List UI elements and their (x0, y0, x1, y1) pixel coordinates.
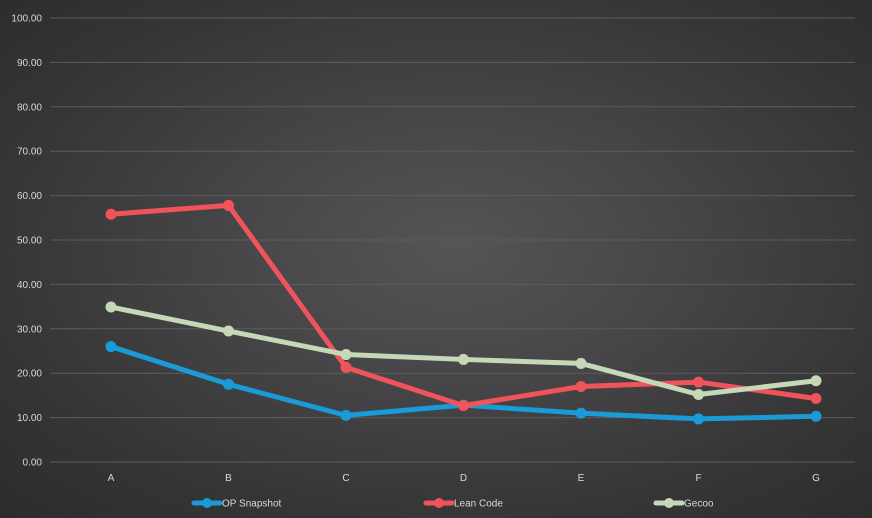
data-point (223, 199, 234, 211)
x-axis-tick-labels: A B C D E F G (108, 473, 820, 484)
data-point (575, 407, 587, 419)
y-tick-label: 0.00 (23, 458, 43, 469)
data-point (458, 353, 469, 365)
data-point (340, 409, 352, 421)
x-tick-label: A (108, 473, 115, 484)
data-point (810, 410, 822, 422)
legend-item: Gecoo (653, 498, 714, 510)
data-point (340, 349, 352, 361)
x-tick-label: C (342, 473, 349, 484)
data-point (223, 378, 234, 390)
data-point (458, 400, 469, 412)
y-axis-tick-labels: 0.00 10.00 20.00 30.00 40.00 50.00 60.00 70.00 8… (11, 14, 42, 469)
data-point (810, 393, 822, 405)
data-point (693, 389, 704, 401)
series-lines (105, 199, 822, 425)
legend-label: Lean Code (454, 499, 503, 510)
data-point (105, 208, 117, 220)
data-point (340, 361, 352, 373)
legend: OP Snapshot Lean Code Gecoo (191, 498, 714, 510)
y-tick-label: 70.00 (17, 147, 42, 158)
legend-swatch-marker (664, 498, 674, 508)
y-tick-label: 40.00 (17, 280, 42, 291)
series-gecoo (105, 301, 822, 401)
data-point (105, 341, 117, 353)
x-tick-label: F (695, 473, 701, 484)
data-point (223, 325, 234, 337)
data-point (693, 376, 704, 388)
legend-label: OP Snapshot (222, 499, 282, 510)
y-tick-label: 80.00 (17, 102, 42, 113)
y-tick-label: 90.00 (17, 58, 42, 69)
legend-item: OP Snapshot (191, 498, 282, 510)
x-tick-label: D (460, 473, 467, 484)
data-point (693, 413, 704, 425)
x-tick-label: G (812, 473, 820, 484)
legend-swatch-marker (434, 498, 444, 508)
series-line (108, 202, 819, 409)
legend-label: Gecoo (684, 499, 714, 510)
series-lean-code (105, 199, 822, 412)
legend-item: Lean Code (423, 498, 503, 510)
legend-swatch-marker (202, 498, 212, 508)
gridlines (50, 17, 855, 463)
y-tick-label: 100.00 (11, 14, 42, 25)
x-tick-label: E (578, 473, 585, 484)
data-point (810, 375, 822, 387)
y-tick-label: 50.00 (17, 236, 42, 247)
data-point (575, 357, 587, 369)
y-tick-label: 20.00 (17, 369, 42, 380)
data-point (105, 301, 117, 313)
y-tick-label: 30.00 (17, 324, 42, 335)
x-tick-label: B (225, 473, 232, 484)
data-point (575, 381, 587, 393)
y-tick-label: 10.00 (17, 413, 42, 424)
y-tick-label: 60.00 (17, 191, 42, 202)
